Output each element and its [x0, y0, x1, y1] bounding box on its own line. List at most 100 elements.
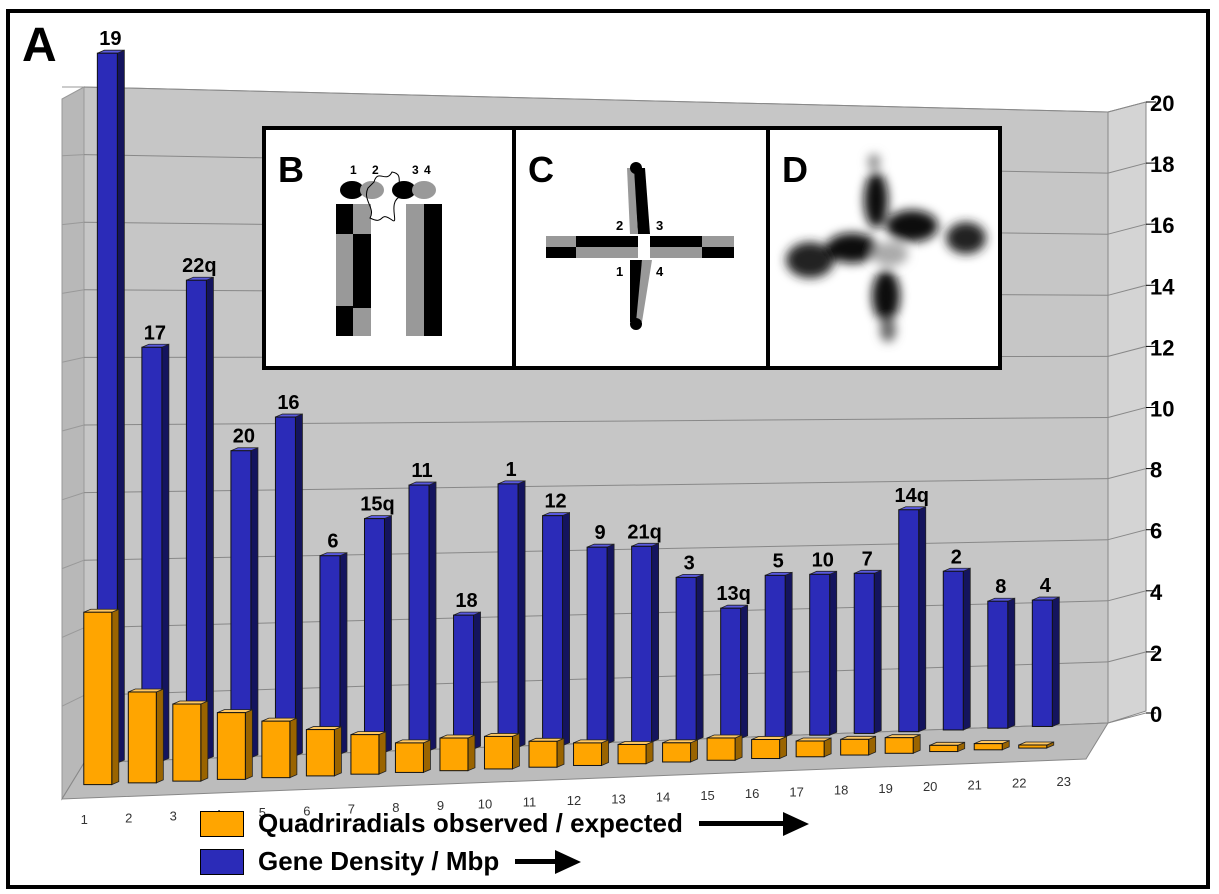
- quadriradial-bar: [216, 712, 246, 780]
- gene-density-bar-side: [918, 506, 927, 733]
- bar-label: 8: [995, 576, 1006, 598]
- inset-c-diagram: 2 3 1 4: [546, 162, 734, 330]
- gridline-side: [61, 356, 85, 363]
- gridline-side: [61, 492, 85, 501]
- x-tick-label: 13: [611, 791, 625, 806]
- y-tick-label: 14: [1150, 274, 1175, 299]
- gene-density-bar: [853, 572, 875, 734]
- gene-density-bar-side: [1051, 596, 1060, 728]
- gene-density-bar-side: [517, 480, 526, 748]
- gridline-right: [1107, 468, 1147, 480]
- quadriradial-bar: [439, 737, 469, 772]
- x-tick-label: 21: [967, 777, 981, 792]
- chromosome-left: [336, 181, 384, 336]
- gene-density-bar: [720, 607, 742, 740]
- gene-density-bar: [453, 614, 475, 750]
- x-tick-label: 6: [303, 803, 310, 818]
- gridline-side: [61, 627, 85, 638]
- y-tick-label: 0: [1150, 702, 1162, 727]
- quadriradial-bar-side: [333, 725, 342, 777]
- x-tick-label: 12: [567, 793, 581, 808]
- gene-density-bar-side: [205, 276, 214, 761]
- gridline-right: [1107, 284, 1147, 296]
- quadriradial-bar: [573, 742, 603, 766]
- gene-density-bar: [408, 484, 430, 752]
- x-tick-label: 7: [348, 802, 355, 817]
- bar-label: 6: [327, 531, 338, 553]
- synapsis-loop: [366, 171, 403, 222]
- y-tick-label: 18: [1150, 152, 1174, 177]
- gene-density-bar-side: [1007, 597, 1016, 729]
- chart-side-wall: [61, 86, 85, 801]
- gridline-right: [1107, 590, 1147, 602]
- gene-density-bar-side: [384, 514, 392, 754]
- gene-density-bar: [675, 576, 697, 741]
- x-tick-label: 5: [259, 805, 266, 820]
- gene-density-bar: [764, 574, 786, 738]
- gene-density-bar-side: [651, 542, 660, 743]
- gridline-side: [61, 289, 85, 294]
- x-tick-label: 1: [81, 812, 88, 827]
- x-tick-label: 8: [392, 800, 399, 815]
- gene-density-bar: [185, 279, 207, 761]
- gridline-right: [1107, 529, 1147, 541]
- x-tick-label: 11: [523, 795, 537, 810]
- x-tick-label: 3: [170, 809, 177, 824]
- gene-density-bar-side: [829, 570, 838, 736]
- gridline: [83, 417, 1109, 426]
- bar-label: 7: [862, 548, 873, 570]
- arm-label-4: 4: [656, 264, 664, 279]
- inset-d-micrograph: [786, 154, 986, 342]
- quadriradial-bar-side: [467, 734, 476, 772]
- quadriradial-bar: [261, 720, 291, 779]
- inset-b-diagram: 1 2 3 4: [336, 163, 442, 336]
- gridline-right: [1107, 345, 1147, 357]
- quadriradial-bar: [394, 742, 424, 773]
- quadriradial-bar-side: [512, 732, 520, 770]
- chromosome-right: [392, 181, 442, 336]
- y-tick-label: 10: [1150, 397, 1174, 422]
- bar-label: 3: [684, 552, 695, 574]
- quadriradial-bar-side: [378, 731, 387, 775]
- y-tick-label: 6: [1150, 519, 1162, 544]
- y-tick-label: 12: [1150, 335, 1174, 360]
- gridline-right: [1107, 101, 1147, 113]
- legend-item-gene-density: Gene Density / Mbp: [200, 846, 582, 877]
- y-tick-label: 4: [1150, 580, 1163, 605]
- x-tick-label: 19: [878, 781, 892, 796]
- legend-swatch-blue: [200, 848, 244, 875]
- gene-density-bar-side: [740, 604, 749, 740]
- gene-density-bar-side: [562, 512, 570, 747]
- bar-label: 22q: [182, 255, 216, 277]
- bar-label: 20: [233, 426, 255, 448]
- gene-density-bar-side: [295, 413, 303, 757]
- gene-density-bar: [1031, 599, 1053, 727]
- bar-label: 5: [773, 550, 784, 572]
- bar-label: 15q: [360, 494, 394, 516]
- quadriradial-bar: [1018, 744, 1048, 749]
- x-tick-label: 15: [700, 788, 714, 803]
- gene-density-bar: [631, 545, 653, 743]
- x-tick-label: 18: [834, 783, 848, 798]
- y-tick-label: 16: [1150, 213, 1174, 238]
- legend-swatch-orange: [200, 810, 244, 837]
- legend-label-quadriradials: Quadriradials observed / expected: [258, 808, 683, 838]
- quadriradial-bar: [840, 738, 870, 756]
- bar-label: 1: [505, 459, 516, 481]
- bar-label: 4: [1040, 575, 1052, 597]
- quadriradial-bar: [617, 743, 647, 765]
- arm-label-3: 3: [656, 218, 663, 233]
- gridline-right: [1107, 651, 1147, 663]
- gene-density-bar-side: [784, 571, 793, 738]
- quadriradial-bar: [973, 743, 1003, 751]
- quadriradial-bar-side: [556, 737, 565, 768]
- quadriradial-bar-side: [155, 688, 164, 784]
- quadriradial-bar: [127, 691, 157, 784]
- gene-density-bar-side: [428, 481, 437, 752]
- arm-label-2: 2: [616, 218, 623, 233]
- gridline-side: [61, 221, 85, 226]
- quadriradial-bar-side: [690, 739, 698, 763]
- x-tick-label: 17: [789, 784, 803, 799]
- quadriradial-bar: [172, 703, 202, 782]
